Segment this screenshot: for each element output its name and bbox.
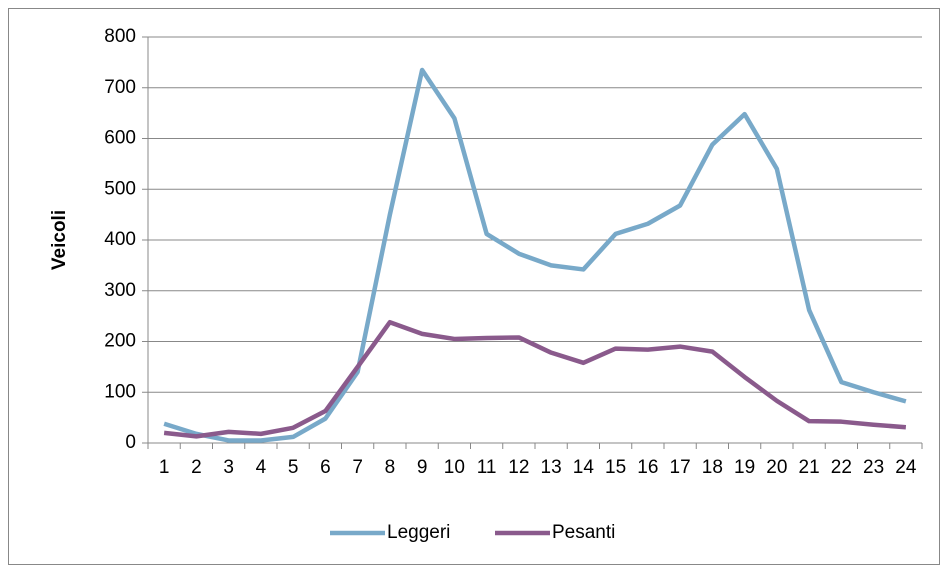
y-tick-label: 400 (104, 229, 136, 250)
y-tick-label: 0 (125, 432, 136, 453)
x-tick-label: 19 (734, 457, 755, 478)
y-tick-label: 300 (104, 280, 136, 301)
legend-label: Leggeri (387, 522, 450, 543)
x-tick-label: 21 (799, 457, 820, 478)
x-tick-label: 6 (320, 457, 331, 478)
x-tick-label: 2 (191, 457, 202, 478)
x-tick-label: 17 (670, 457, 691, 478)
x-tick-label: 23 (863, 457, 884, 478)
x-tick-label: 18 (702, 457, 723, 478)
x-tick-label: 24 (895, 457, 917, 478)
x-tick-label: 3 (223, 457, 234, 478)
x-tick-label: 11 (477, 457, 497, 478)
y-tick-label: 800 (104, 26, 136, 47)
x-tick-label: 20 (766, 457, 787, 478)
x-tick-label: 7 (352, 457, 363, 478)
x-tick-label: 22 (831, 457, 852, 478)
y-axis-title: Veicoli (49, 210, 70, 270)
y-tick-label: 100 (104, 381, 136, 402)
x-tick-label: 5 (288, 457, 299, 478)
x-tick-label: 12 (508, 457, 529, 478)
y-tick-label: 700 (104, 77, 136, 98)
x-tick-label: 13 (541, 457, 562, 478)
x-tick-label: 1 (159, 457, 170, 478)
x-tick-label: 10 (444, 457, 465, 478)
x-tick-label: 9 (417, 457, 428, 478)
series-line (163, 67, 907, 443)
chart-frame (8, 8, 940, 565)
legend-label: Pesanti (552, 522, 615, 543)
x-tick-label: 16 (637, 457, 658, 478)
x-tick-label: 15 (605, 457, 626, 478)
x-tick-label: 8 (385, 457, 396, 478)
x-tick-label: 4 (256, 457, 267, 478)
y-tick-label: 200 (104, 331, 136, 352)
series-line (163, 319, 907, 439)
y-tick-label: 600 (104, 128, 136, 149)
y-tick-label: 500 (104, 178, 136, 199)
x-tick-label: 14 (573, 457, 595, 478)
